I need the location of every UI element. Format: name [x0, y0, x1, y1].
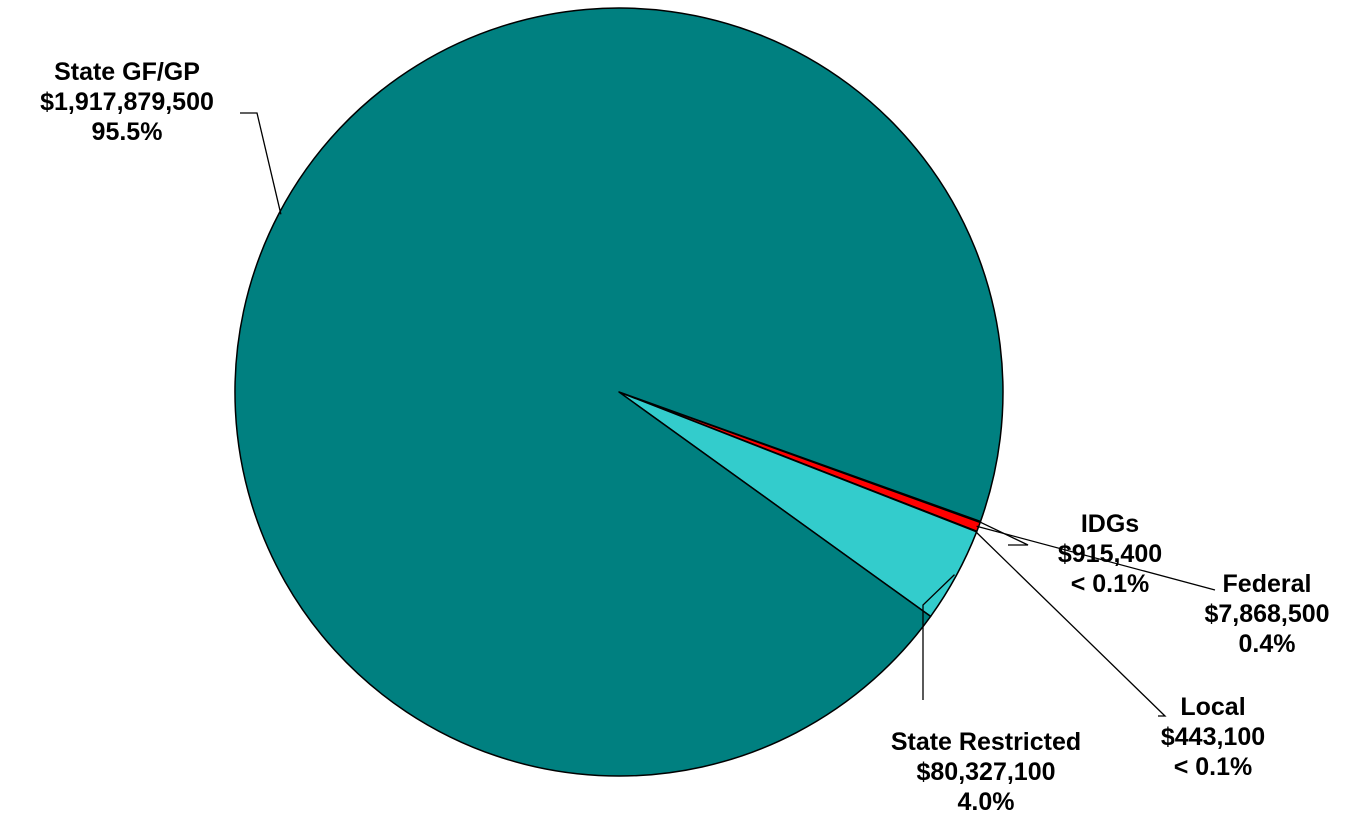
slice-name: State GF/GP [54, 58, 200, 86]
slice-value: $7,868,500 [1204, 600, 1329, 628]
slice-name: Local [1180, 693, 1245, 721]
slice-value: $443,100 [1161, 723, 1265, 751]
slice-percent: < 0.1% [1071, 570, 1150, 598]
slice-percent: < 0.1% [1174, 753, 1253, 781]
slice-name: State Restricted [891, 728, 1081, 756]
slice-label: State GF/GP $1,917,879,500 95.5% [40, 58, 214, 146]
slice-name: IDGs [1081, 510, 1139, 538]
slice-label: IDGs $915,400 < 0.1% [1058, 510, 1162, 598]
slice-label: Local $443,100 < 0.1% [1161, 693, 1265, 781]
slice-label: State Restricted $80,327,100 4.0% [891, 728, 1081, 816]
pie-slice-state-gf-gp [235, 8, 1003, 776]
pie-slices [235, 8, 1003, 776]
slice-value: $1,917,879,500 [40, 88, 214, 116]
slice-label: Federal $7,868,500 0.4% [1204, 570, 1329, 658]
slice-value: $80,327,100 [916, 758, 1055, 786]
slice-value: $915,400 [1058, 540, 1162, 568]
leader-line [240, 113, 281, 214]
slice-percent: 95.5% [92, 118, 163, 146]
slice-percent: 4.0% [958, 788, 1015, 816]
slice-percent: 0.4% [1239, 630, 1296, 658]
slice-name: Federal [1223, 570, 1312, 598]
